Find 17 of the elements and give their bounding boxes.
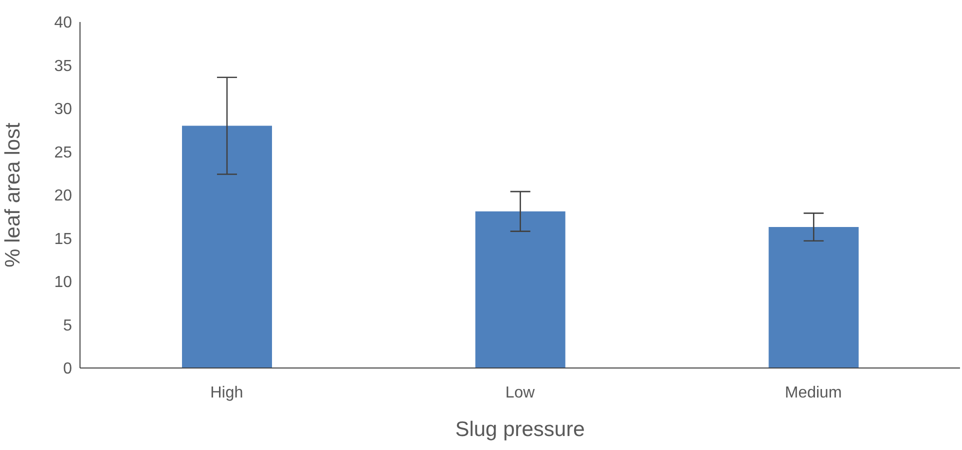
y-tick-label: 35 — [54, 58, 72, 75]
y-tick-label: 40 — [54, 14, 72, 32]
x-tick-label: High — [210, 384, 244, 402]
bar — [182, 126, 272, 368]
y-tick-label: 0 — [63, 360, 72, 378]
y-tick-label: 30 — [54, 101, 72, 118]
y-tick-label: 20 — [54, 188, 72, 205]
y-tick-label: 5 — [63, 317, 72, 334]
bar — [768, 227, 859, 368]
y-tick-label: 15 — [54, 230, 72, 248]
x-tick-label: Medium — [784, 384, 842, 402]
y-axis-title: % leaf area lost — [1, 122, 24, 268]
x-tick-label: Low — [505, 384, 536, 402]
bar — [475, 211, 566, 368]
y-tick-label: 10 — [54, 274, 72, 292]
y-tick-label: 25 — [54, 144, 72, 162]
x-axis-title: Slug pressure — [455, 418, 585, 441]
